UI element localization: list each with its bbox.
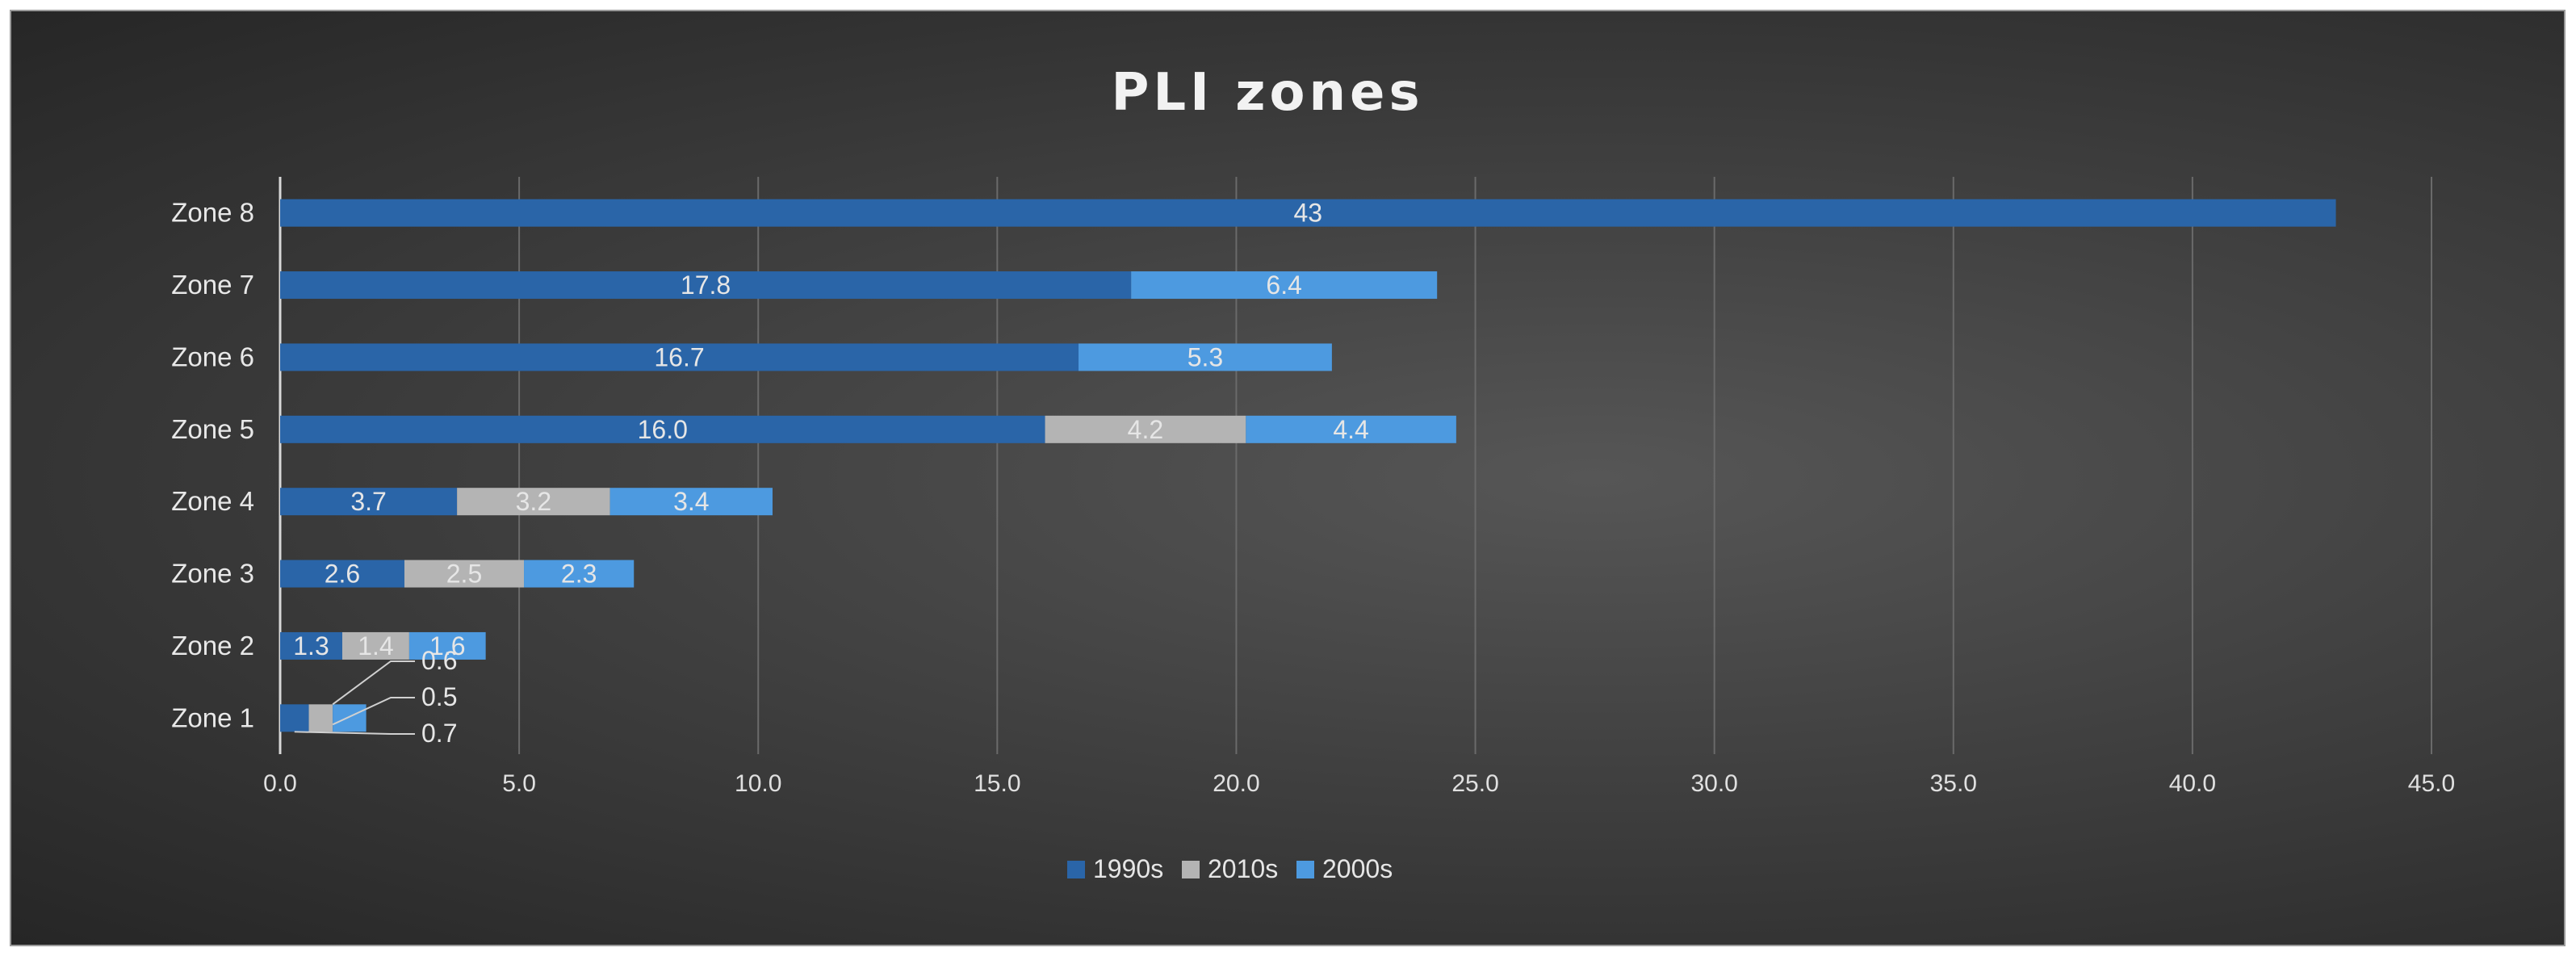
leader-line	[332, 660, 415, 706]
x-tick-label: 45.0	[2408, 770, 2455, 797]
bar-segment	[609, 488, 773, 516]
data-label: 4.4	[1333, 415, 1368, 444]
category-label: Zone 2	[171, 631, 254, 660]
bar-segment	[1131, 271, 1438, 300]
category-label: Zone 4	[171, 486, 254, 516]
data-label: 2.5	[446, 560, 482, 589]
x-tick-label: 35.0	[1930, 770, 1977, 797]
data-label: 16.0	[638, 415, 688, 444]
bar-segment	[1045, 415, 1246, 443]
bar-segment	[404, 560, 525, 588]
bar-segment	[1246, 415, 1456, 443]
legend: 1990s 2010s 2000s	[1067, 854, 1393, 883]
bar-segment	[457, 488, 610, 516]
x-tick-label: 40.0	[2169, 770, 2216, 797]
bar-segment	[280, 199, 2336, 227]
x-tick-label: 25.0	[1451, 770, 1498, 797]
data-label: 0.5	[421, 682, 457, 711]
category-label: Zone 8	[171, 198, 254, 228]
data-label: 4.2	[1128, 415, 1163, 444]
bars	[280, 199, 2336, 732]
category-label: Zone 3	[171, 559, 254, 589]
bar-segment	[280, 343, 1079, 371]
data-label: 0.7	[421, 719, 457, 748]
pli-zones-chart: PLI zones Zone 1 Zone 2 Zone 3 Zone 4 Zone 5…	[171, 63, 2455, 883]
data-label: 2.3	[561, 560, 597, 589]
data-label: 1.6	[429, 631, 465, 660]
category-label: Zone 5	[171, 414, 254, 444]
data-label: 3.4	[673, 487, 709, 516]
x-tick-label: 15.0	[974, 770, 1020, 797]
bar-segment	[280, 271, 1132, 300]
chart-frame: PLI zones Zone 1 Zone 2 Zone 3 Zone 4 Zone 5…	[10, 10, 2566, 946]
bar-segment	[280, 704, 309, 732]
bar-segment	[341, 631, 409, 660]
x-tick-label: 0.0	[263, 770, 297, 797]
category-labels: Zone 1 Zone 2 Zone 3 Zone 4 Zone 5 Zone 6 Zone…	[171, 198, 254, 733]
bar-segment	[280, 560, 404, 588]
bar-segment	[524, 560, 635, 588]
legend-swatch	[1296, 861, 1314, 878]
legend-label: 1990s	[1093, 854, 1163, 883]
data-label: 16.7	[654, 342, 704, 371]
data-label: 6.4	[1266, 270, 1301, 300]
data-label: 3.7	[350, 487, 386, 516]
data-label: 17.8	[681, 270, 731, 300]
data-label: 2.6	[325, 560, 360, 589]
legend-label: 2000s	[1322, 854, 1393, 883]
legend-swatch	[1182, 861, 1200, 878]
chart-title: PLI zones	[1111, 63, 1423, 123]
legend-swatch	[1067, 861, 1085, 878]
legend-label: 2010s	[1208, 854, 1278, 883]
bar-segment	[280, 415, 1045, 443]
bar-segment	[408, 631, 486, 660]
bar-segment	[280, 488, 458, 516]
x-tick-label: 20.0	[1213, 770, 1259, 797]
gridlines	[279, 177, 2432, 754]
x-tick-label: 10.0	[735, 770, 781, 797]
category-label: Zone 1	[171, 702, 254, 732]
leader-line	[294, 731, 415, 735]
x-tick-label: 30.0	[1690, 770, 1737, 797]
x-tick-label: 5.0	[502, 770, 536, 797]
data-labels: 0.6 0.5 0.7 1.3 1.4 1.6 2.6 2.5 2.3 3.7 3.2 3.4 16.0…	[293, 199, 1369, 748]
leader-line	[332, 697, 415, 726]
data-label: 1.4	[358, 631, 393, 660]
category-label: Zone 6	[171, 342, 254, 371]
data-label: 1.3	[293, 631, 329, 660]
bar-segment	[1079, 343, 1332, 371]
data-label: 0.6	[421, 646, 457, 675]
data-label: 5.3	[1187, 342, 1223, 371]
data-label: 3.2	[516, 487, 551, 516]
category-label: Zone 7	[171, 270, 254, 300]
bar-segment	[333, 704, 367, 732]
data-label: 43	[1293, 199, 1322, 228]
bar-segment	[280, 631, 342, 660]
x-tick-labels: 0.0 5.0 10.0 15.0 20.0 25.0 30.0 35.0 40.0 45.0	[263, 770, 2455, 797]
bar-segment	[308, 704, 333, 732]
